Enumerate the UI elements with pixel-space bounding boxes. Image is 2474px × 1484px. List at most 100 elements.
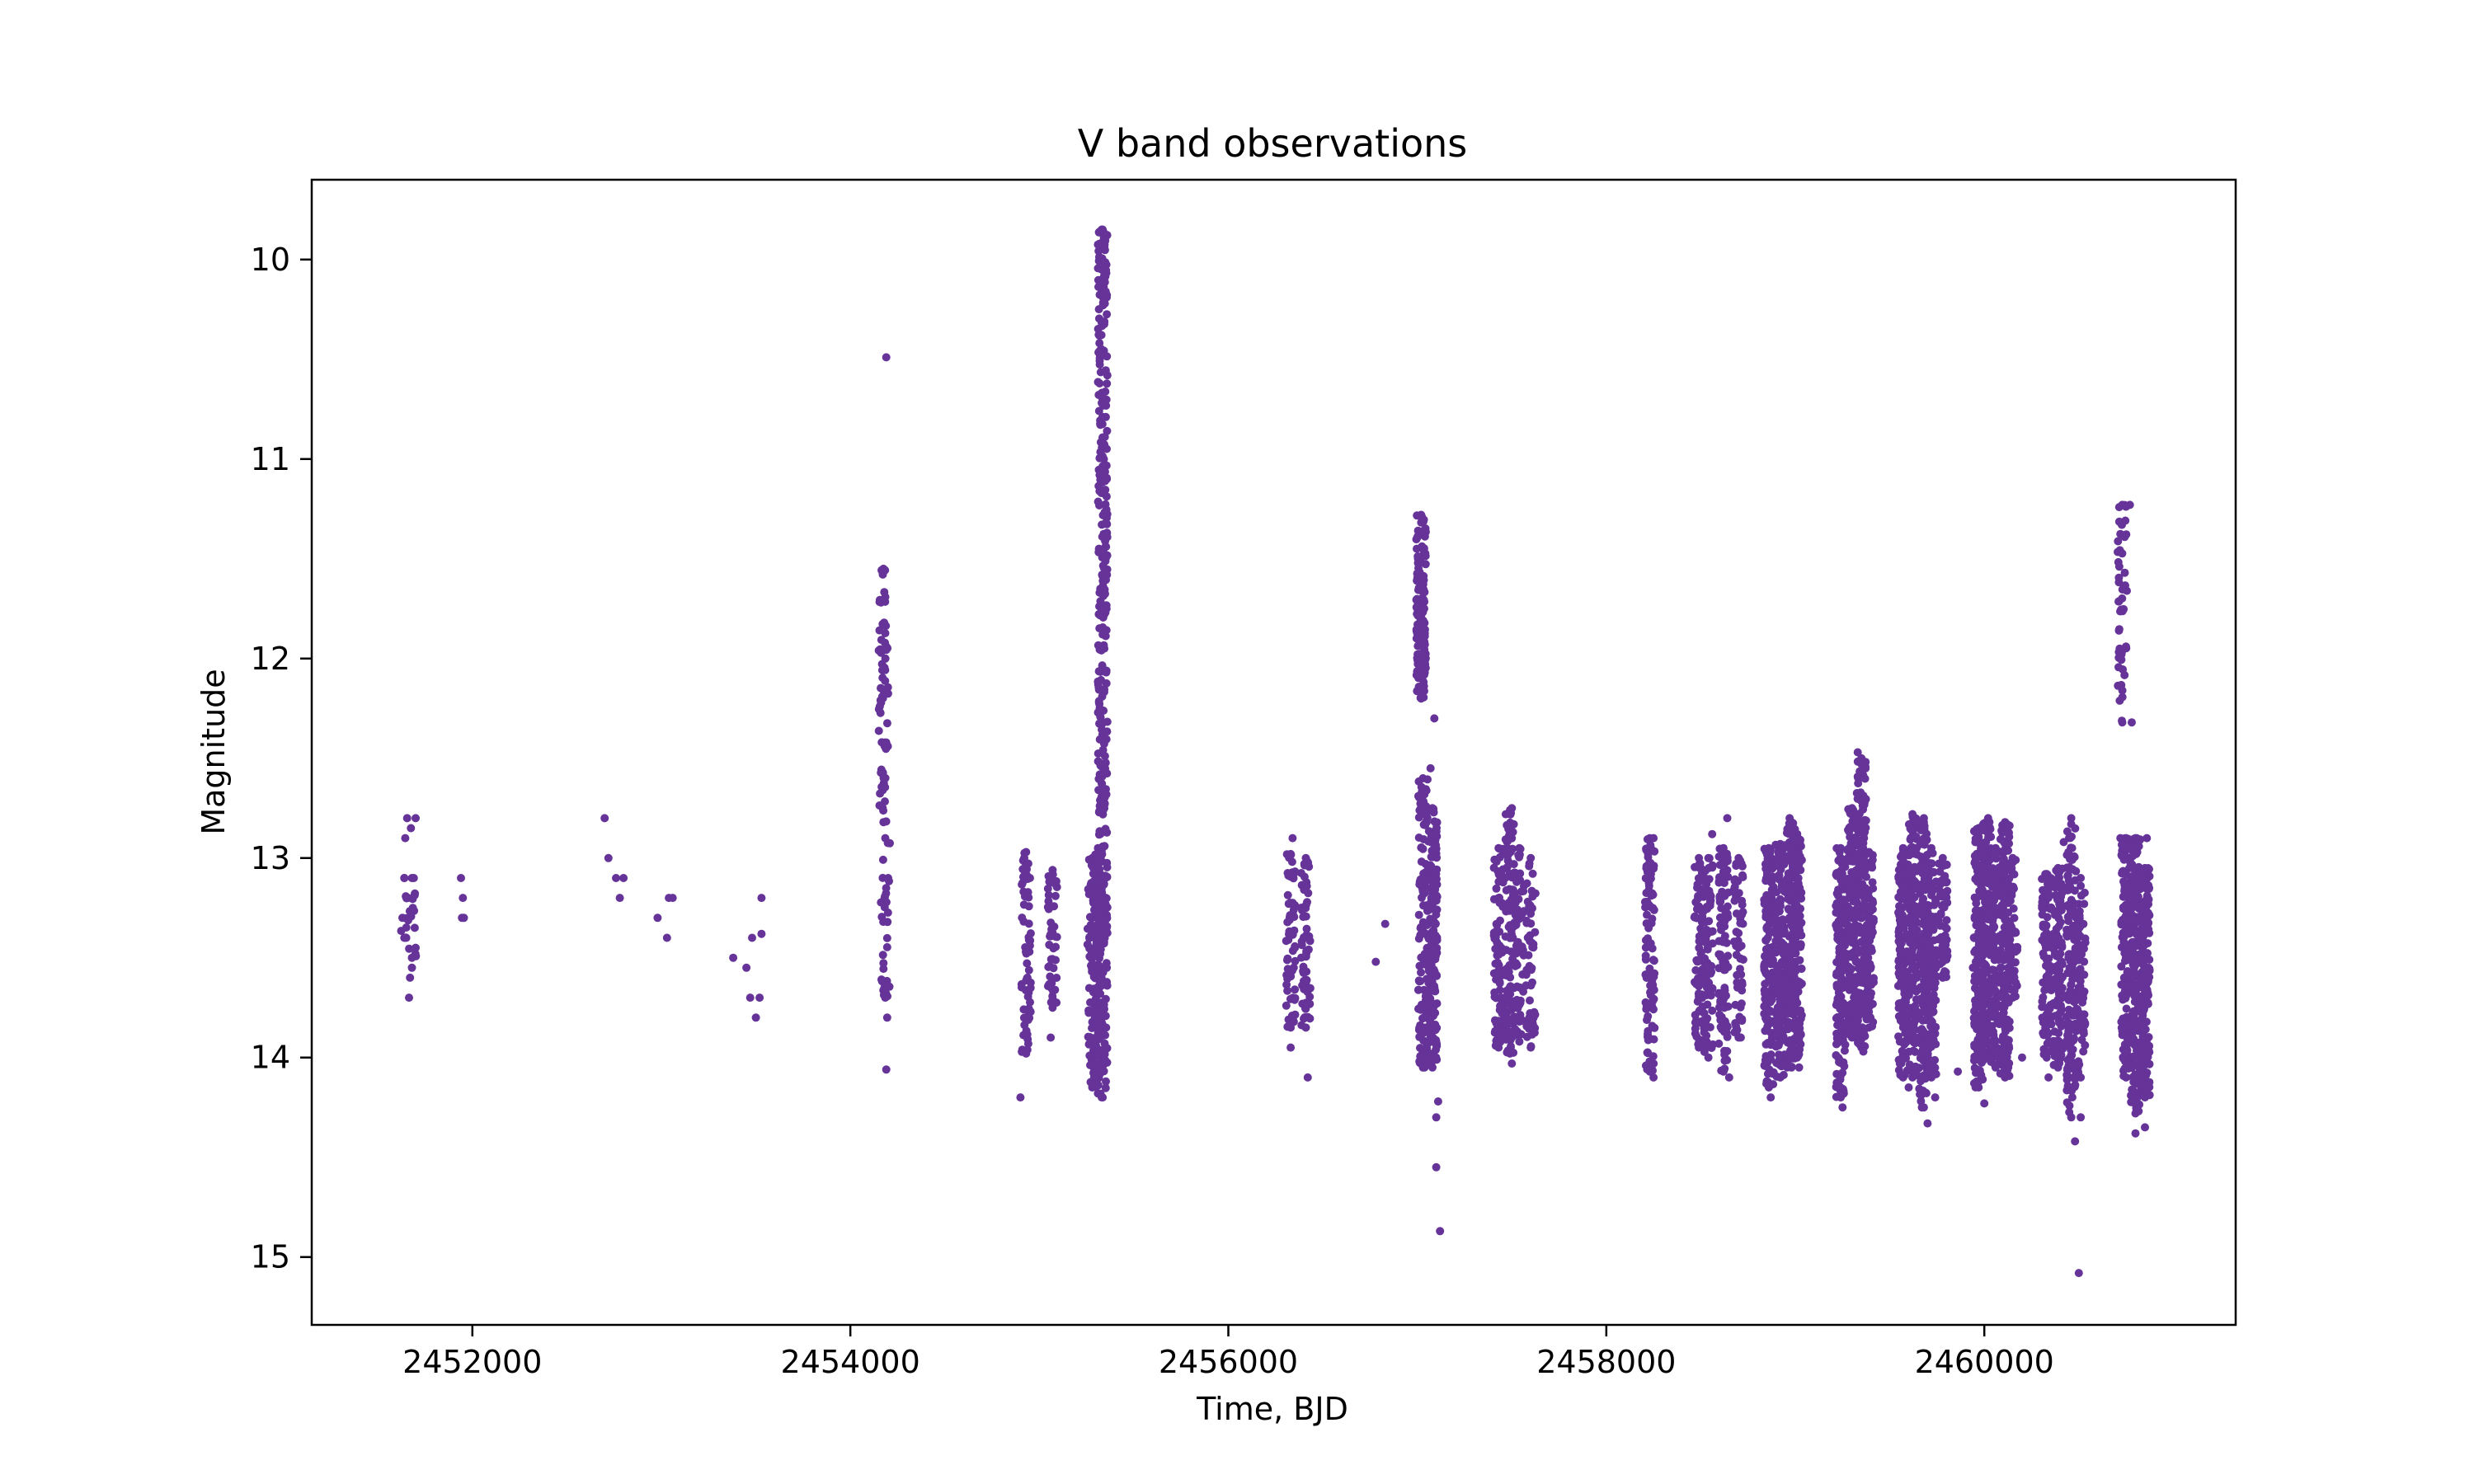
data-point	[1701, 1042, 1710, 1051]
data-point	[1492, 927, 1501, 936]
data-point	[1691, 965, 1700, 974]
data-point	[1098, 547, 1107, 556]
data-point	[1693, 880, 1702, 889]
data-point	[1769, 1080, 1778, 1089]
data-point	[1530, 1028, 1539, 1037]
data-point	[1423, 875, 1432, 884]
data-point	[1730, 875, 1739, 884]
data-point	[1719, 879, 1729, 887]
data-point	[1023, 947, 1032, 956]
data-point	[1700, 968, 1708, 977]
data-point	[1793, 931, 1802, 940]
data-point	[1052, 932, 1061, 942]
data-point	[1304, 945, 1313, 954]
data-point	[1413, 687, 1422, 696]
data-point	[1764, 993, 1773, 1002]
data-point	[1991, 1003, 2000, 1012]
data-point	[1791, 967, 1800, 975]
data-point	[1896, 970, 1905, 979]
data-point	[1094, 667, 1103, 676]
data-point	[1102, 668, 1111, 677]
data-point	[880, 588, 889, 597]
data-point	[1418, 887, 1427, 896]
data-point	[1915, 1084, 1924, 1093]
data-point	[1019, 900, 1028, 909]
data-point	[1731, 1000, 1740, 1009]
data-point	[1733, 1026, 1742, 1035]
data-point	[1971, 838, 1980, 847]
data-point	[1934, 916, 1943, 925]
data-point	[1094, 807, 1103, 816]
data-point	[881, 654, 890, 663]
data-point	[1095, 827, 1104, 836]
data-point	[1942, 878, 1950, 887]
data-point	[1773, 908, 1782, 917]
data-point	[1763, 933, 1772, 942]
data-point	[1494, 1017, 1503, 1026]
data-point	[1776, 977, 1785, 986]
data-point	[2051, 891, 2060, 900]
data-point	[1926, 962, 1935, 971]
data-point	[1772, 961, 1780, 970]
data-point	[875, 702, 884, 711]
data-point	[1096, 438, 1105, 447]
data-point	[1099, 454, 1108, 463]
data-point	[1861, 816, 1870, 825]
data-point	[1734, 889, 1743, 898]
data-point	[1784, 852, 1793, 861]
data-point	[1931, 1023, 1940, 1032]
data-point	[1095, 935, 1104, 944]
data-point	[1692, 979, 1700, 989]
data-point	[1100, 685, 1109, 694]
data-point	[1101, 486, 1110, 495]
data-point	[1052, 974, 1061, 982]
data-point	[1096, 713, 1105, 722]
data-point	[1915, 884, 1924, 893]
data-point	[1795, 1024, 1804, 1033]
data-point	[1088, 1081, 1097, 1090]
data-point	[1420, 604, 1428, 613]
data-point	[1509, 885, 1518, 895]
data-point	[1094, 960, 1103, 970]
data-point	[1423, 813, 1432, 822]
data-point	[1700, 1008, 1709, 1017]
data-point	[1649, 1022, 1658, 1031]
data-point	[1098, 577, 1108, 586]
data-point	[1897, 1058, 1906, 1067]
data-point	[1869, 899, 1878, 908]
data-point	[1286, 850, 1296, 859]
data-point	[1772, 945, 1781, 954]
data-point	[1979, 878, 1988, 887]
data-point	[1415, 805, 1424, 815]
data-point	[1796, 942, 1805, 951]
data-point	[1691, 1024, 1700, 1033]
data-point	[1894, 932, 1903, 940]
data-point	[1418, 1062, 1427, 1071]
data-point	[1023, 992, 1032, 1001]
data-point	[1647, 891, 1656, 900]
data-point	[1503, 1046, 1512, 1055]
data-point	[1422, 786, 1431, 795]
data-point	[1717, 926, 1725, 934]
data-point	[1700, 936, 1709, 945]
data-point	[1052, 998, 1061, 1007]
data-point	[1924, 883, 1933, 892]
data-point	[1834, 899, 1843, 909]
data-point	[1512, 959, 1521, 968]
data-point	[2012, 981, 2021, 990]
data-point	[1732, 928, 1741, 937]
data-point	[1024, 1004, 1033, 1013]
data-point	[1094, 1035, 1103, 1044]
data-point	[1503, 820, 1512, 829]
data-point	[2051, 1012, 2060, 1021]
data-point	[1646, 939, 1655, 948]
data-point	[1784, 1025, 1793, 1034]
data-point	[1100, 752, 1109, 761]
data-point	[2011, 958, 2020, 967]
data-point	[1865, 974, 1874, 984]
data-point	[883, 918, 892, 927]
data-point	[2006, 861, 2015, 870]
data-point	[1978, 1044, 1987, 1053]
data-point	[1095, 865, 1104, 874]
data-point	[1715, 861, 1724, 870]
